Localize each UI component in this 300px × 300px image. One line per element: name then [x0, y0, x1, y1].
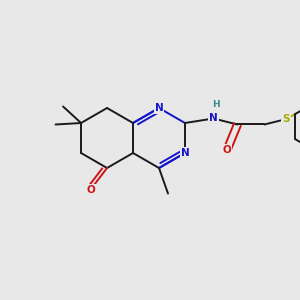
Text: H: H: [212, 100, 220, 109]
Text: S: S: [282, 114, 290, 124]
Text: N: N: [181, 148, 189, 158]
Text: N: N: [209, 113, 218, 124]
Text: O: O: [223, 145, 231, 155]
Text: O: O: [86, 184, 95, 195]
Text: N: N: [154, 103, 164, 113]
